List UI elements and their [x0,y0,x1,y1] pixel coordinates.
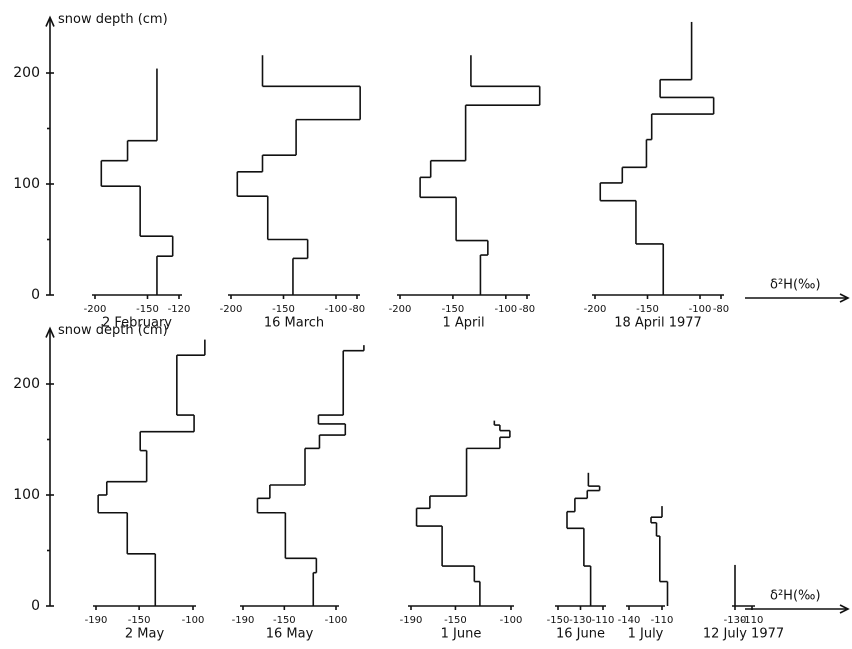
x-tick-label: -200 [584,304,607,315]
x-axis-label: δ²H(‰) [770,278,821,293]
x-tick-label: -120 [168,304,191,315]
x-tick-label: -100 [500,615,523,626]
x-tick-label: -80 [713,304,729,315]
y-tick-label: 0 [31,287,40,303]
x-tick-label: -100 [494,304,517,315]
x-tick-label: -150 [128,615,151,626]
panel-date: 2 February [102,316,172,331]
x-tick-label: -150 [272,304,295,315]
x-tick-label: -150 [636,304,659,315]
x-tick-label: -100 [689,304,712,315]
x-axis-label: δ²H(‰) [770,589,821,604]
x-tick-label: -110 [592,615,615,626]
y-tick-label: 0 [31,598,40,614]
x-tick-label: -150 [547,615,570,626]
x-tick-label: -110 [651,615,674,626]
x-tick-label: -200 [84,304,107,315]
x-tick-label: -150 [273,615,296,626]
panel-date: 1 April [442,316,484,331]
x-tick-label: -150 [444,615,467,626]
panel-date: 1 June [441,627,482,642]
panel-date: 16 March [264,316,324,331]
y-axis-arrow [45,326,55,338]
panel-date: 1 July [628,627,664,642]
x-tick-label: -200 [220,304,243,315]
y-axis-arrow [45,15,55,27]
x-tick-label: -130 [724,615,747,626]
y-tick-label: 200 [13,376,40,392]
x-tick-label: -150 [442,304,465,315]
panel-date: 16 May [266,627,314,642]
x-tick-label: -150 [136,304,159,315]
y-tick-label: 100 [13,176,40,192]
x-tick-label: -140 [618,615,641,626]
x-axis-arrow [839,604,850,614]
x-tick-label: -100 [182,615,205,626]
panel-date: 16 June [556,627,605,642]
x-tick-label: -80 [349,304,365,315]
panel-date: 2 May [125,627,165,642]
y-tick-label: 200 [13,65,40,81]
x-tick-label: -130 [569,615,592,626]
panel-date: 18 April 1977 [614,316,702,331]
x-axis-arrow [839,293,850,303]
x-tick-label: -190 [400,615,423,626]
x-tick-label: -100 [325,615,348,626]
x-tick-label: -100 [325,304,348,315]
x-tick-label: -190 [85,615,108,626]
y-axis-label: snow depth (cm) [58,12,168,27]
x-tick-label: -200 [389,304,412,315]
y-axis-label: snow depth (cm) [58,323,168,338]
x-tick-label: -80 [519,304,535,315]
panel-date: 12 July 1977 [703,627,784,642]
y-tick-label: 100 [13,487,40,503]
x-tick-label: -110 [741,615,764,626]
x-tick-label: -190 [232,615,255,626]
